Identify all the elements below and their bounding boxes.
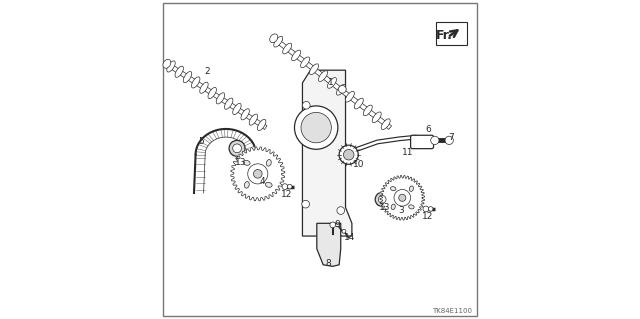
- Ellipse shape: [391, 204, 396, 210]
- Polygon shape: [317, 223, 340, 266]
- Text: 13: 13: [379, 204, 390, 212]
- Text: 3: 3: [399, 206, 404, 215]
- Circle shape: [339, 85, 346, 93]
- Text: 10: 10: [353, 160, 365, 169]
- Text: 13: 13: [235, 158, 246, 167]
- Polygon shape: [303, 70, 352, 236]
- Ellipse shape: [390, 187, 396, 191]
- Ellipse shape: [244, 182, 249, 188]
- Ellipse shape: [266, 160, 271, 166]
- Circle shape: [344, 149, 354, 160]
- Ellipse shape: [319, 71, 328, 81]
- Ellipse shape: [257, 119, 266, 130]
- Ellipse shape: [355, 98, 364, 109]
- Ellipse shape: [346, 91, 355, 102]
- Ellipse shape: [372, 112, 381, 122]
- Text: 5: 5: [198, 137, 204, 146]
- Circle shape: [335, 223, 339, 227]
- Circle shape: [282, 184, 288, 189]
- Text: 11: 11: [402, 148, 413, 157]
- Circle shape: [248, 164, 268, 184]
- Circle shape: [375, 192, 389, 206]
- Circle shape: [229, 140, 245, 156]
- Ellipse shape: [225, 98, 233, 109]
- Ellipse shape: [266, 182, 272, 187]
- Polygon shape: [166, 62, 267, 130]
- Ellipse shape: [283, 43, 292, 54]
- Circle shape: [394, 189, 411, 206]
- Text: 1: 1: [328, 78, 334, 87]
- Text: 12: 12: [281, 190, 292, 199]
- Circle shape: [339, 145, 358, 164]
- Circle shape: [399, 194, 406, 201]
- Ellipse shape: [243, 160, 250, 165]
- Ellipse shape: [381, 119, 390, 130]
- Ellipse shape: [364, 105, 372, 116]
- Ellipse shape: [163, 59, 171, 68]
- Circle shape: [287, 184, 292, 189]
- Text: Fr.: Fr.: [436, 29, 453, 41]
- Circle shape: [253, 170, 262, 178]
- Ellipse shape: [310, 64, 319, 75]
- Text: 9: 9: [334, 220, 340, 229]
- Polygon shape: [231, 147, 285, 201]
- Circle shape: [431, 136, 439, 145]
- Circle shape: [423, 206, 429, 212]
- Circle shape: [233, 144, 241, 153]
- Text: 14: 14: [344, 233, 355, 242]
- Ellipse shape: [191, 77, 200, 88]
- Circle shape: [330, 222, 335, 228]
- Text: 12: 12: [422, 212, 433, 221]
- Text: 4: 4: [260, 177, 266, 186]
- Ellipse shape: [200, 82, 208, 93]
- Text: 2: 2: [204, 67, 209, 76]
- Ellipse shape: [409, 205, 414, 209]
- Circle shape: [302, 200, 310, 208]
- Circle shape: [445, 136, 453, 145]
- FancyBboxPatch shape: [436, 22, 467, 45]
- Text: 7: 7: [449, 133, 454, 142]
- Polygon shape: [380, 175, 424, 220]
- Ellipse shape: [175, 66, 184, 77]
- Circle shape: [342, 229, 346, 233]
- Ellipse shape: [167, 61, 175, 72]
- Ellipse shape: [301, 57, 310, 68]
- Ellipse shape: [216, 93, 225, 104]
- Ellipse shape: [241, 109, 250, 120]
- Text: 6: 6: [426, 125, 431, 134]
- Circle shape: [294, 106, 338, 149]
- Ellipse shape: [233, 103, 241, 115]
- Ellipse shape: [337, 85, 346, 95]
- Ellipse shape: [249, 114, 258, 125]
- Polygon shape: [273, 36, 392, 130]
- Ellipse shape: [269, 34, 278, 43]
- Circle shape: [301, 112, 332, 143]
- Ellipse shape: [328, 78, 337, 88]
- Ellipse shape: [292, 50, 301, 61]
- FancyBboxPatch shape: [411, 135, 433, 149]
- Circle shape: [428, 207, 433, 211]
- Text: 8: 8: [326, 259, 332, 268]
- Text: TK84E1100: TK84E1100: [433, 308, 472, 314]
- Circle shape: [378, 196, 386, 203]
- Circle shape: [337, 207, 344, 214]
- Ellipse shape: [208, 87, 216, 99]
- Ellipse shape: [183, 71, 192, 83]
- Ellipse shape: [410, 186, 413, 191]
- Ellipse shape: [274, 36, 283, 47]
- Circle shape: [303, 101, 310, 109]
